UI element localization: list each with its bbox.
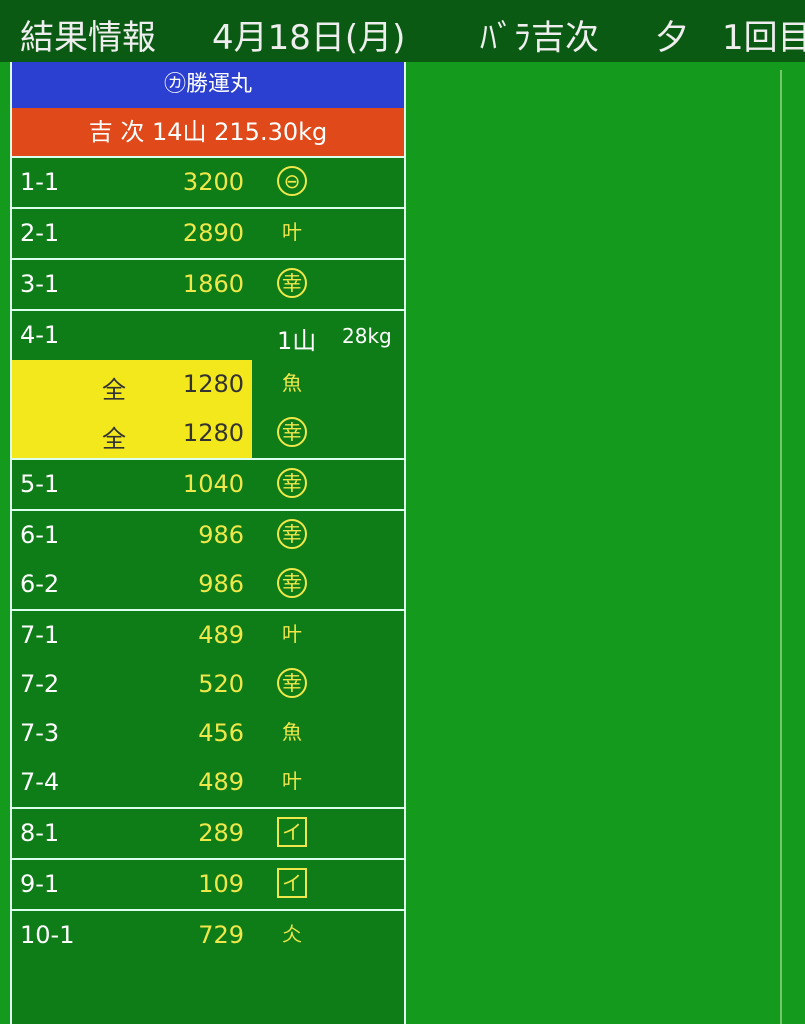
lot-group: 1-1 3200 ⊖ xyxy=(12,156,404,207)
session: 夕 xyxy=(655,18,689,58)
lot: 8-1 xyxy=(20,819,60,847)
lot: 7-2 xyxy=(20,670,60,698)
yama: 1山 xyxy=(277,327,317,355)
lot: 1-1 xyxy=(20,168,60,196)
lot-group: 4-1 1山 28kg 全 1280 魚全 1280 幸 xyxy=(12,309,404,458)
lot-row: 6-2 986 幸 xyxy=(12,560,404,609)
price: 289 xyxy=(198,819,244,847)
lot: 3-1 xyxy=(20,270,60,298)
weight: 28kg xyxy=(342,324,392,348)
buyer-mark: 叶 xyxy=(282,220,302,244)
lot-row: 1-1 3200 ⊖ xyxy=(12,158,404,207)
lot: 5-1 xyxy=(20,470,60,498)
lot: 2-1 xyxy=(20,219,60,247)
summary: 吉 次 14山 215.30kg xyxy=(12,108,404,156)
lot-row: 10-1 729 仌 xyxy=(12,911,404,960)
price: 489 xyxy=(198,621,244,649)
lot-group: 3-1 1860 幸 xyxy=(12,258,404,309)
result-panel: ㋕勝運丸 吉 次 14山 215.30kg 1-1 3200 ⊖ 2-1 2890 叶 3-… xyxy=(10,62,406,1024)
lot: 10-1 xyxy=(20,921,75,949)
buyer-mark: 魚 xyxy=(282,371,302,395)
price: 1280 xyxy=(182,370,244,398)
price: 1860 xyxy=(182,270,244,298)
price: 489 xyxy=(198,768,244,796)
lot: 7-4 xyxy=(20,768,60,796)
date: 4月18日(月) xyxy=(212,18,406,58)
lot-row: 全 1280 魚 xyxy=(12,360,404,409)
lot-row: 7-1 489 叶 xyxy=(12,611,404,660)
buyer-mark: 幸 xyxy=(277,568,307,598)
price: 986 xyxy=(198,570,244,598)
price: 520 xyxy=(198,670,244,698)
prefix: 全 xyxy=(102,376,126,404)
kind: ﾊﾞﾗ吉次 xyxy=(480,18,599,58)
lot: 9-1 xyxy=(20,870,60,898)
lot-group: 5-1 1040 幸 xyxy=(12,458,404,509)
lot-group: 10-1 729 仌 xyxy=(12,909,404,960)
prefix: 全 xyxy=(102,425,126,453)
buyer-mark: 幸 xyxy=(277,668,307,698)
lot-group: 2-1 2890 叶 xyxy=(12,207,404,258)
lot: 6-1 xyxy=(20,521,60,549)
price: 729 xyxy=(198,921,244,949)
lot-row: 全 1280 幸 xyxy=(12,409,404,458)
buyer-mark: 幸 xyxy=(277,268,307,298)
lot-row: 7-3 456 魚 xyxy=(12,709,404,758)
boat-name: ㋕勝運丸 xyxy=(12,62,404,108)
buyer-mark: イ xyxy=(277,817,307,847)
lot-row: 9-1 109 イ xyxy=(12,860,404,909)
title: 結果情報 xyxy=(20,18,156,58)
lot: 6-2 xyxy=(20,570,60,598)
lot-row: 2-1 2890 叶 xyxy=(12,209,404,258)
buyer-mark: 叶 xyxy=(282,622,302,646)
divider xyxy=(780,70,782,1024)
lot-row: 7-2 520 幸 xyxy=(12,660,404,709)
price: 1040 xyxy=(182,470,244,498)
lot-row: 8-1 289 イ xyxy=(12,809,404,858)
price: 456 xyxy=(198,719,244,747)
lot-group: 9-1 109 イ xyxy=(12,858,404,909)
lot-row: 6-1 986 幸 xyxy=(12,511,404,560)
buyer-mark: 叶 xyxy=(282,769,302,793)
buyer-mark: 幸 xyxy=(277,417,307,447)
buyer-mark: 幸 xyxy=(277,519,307,549)
lot-group: 7-1 489 叶 7-2 520 幸 7-3 456 魚 7-4 489 叶 xyxy=(12,609,404,807)
price: 986 xyxy=(198,521,244,549)
price: 2890 xyxy=(182,219,244,247)
buyer-mark: 魚 xyxy=(282,720,302,744)
lot-row: 5-1 1040 幸 xyxy=(12,460,404,509)
lot: 7-1 xyxy=(20,621,60,649)
price: 1280 xyxy=(182,419,244,447)
buyer-mark: 幸 xyxy=(277,468,307,498)
lot-row: 7-4 489 叶 xyxy=(12,758,404,807)
lot: 4-1 xyxy=(20,321,60,349)
lot-row: 3-1 1860 幸 xyxy=(12,260,404,309)
buyer-mark: ⊖ xyxy=(277,166,307,196)
lot-row: 4-1 1山 28kg xyxy=(12,311,404,360)
buyer-mark: 仌 xyxy=(282,922,302,946)
buyer-mark: イ xyxy=(277,868,307,898)
lot-group: 8-1 289 イ xyxy=(12,807,404,858)
lot: 7-3 xyxy=(20,719,60,747)
header: 結果情報 4月18日(月) ﾊﾞﾗ吉次 夕 1回目 xyxy=(0,0,805,62)
round: 1回目 xyxy=(722,18,805,58)
lot-group: 6-1 986 幸 6-2 986 幸 xyxy=(12,509,404,609)
price: 109 xyxy=(198,870,244,898)
price: 3200 xyxy=(182,168,244,196)
